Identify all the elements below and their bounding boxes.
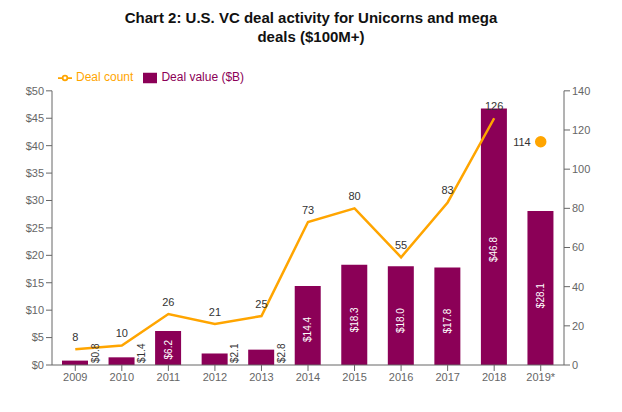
html-text:Deal count: Deal count bbox=[76, 70, 134, 84]
svg-text:2015: 2015 bbox=[342, 371, 366, 383]
svg-text:$30: $30 bbox=[26, 194, 44, 206]
svg-text:$10: $10 bbox=[26, 304, 44, 316]
svg-text:21: 21 bbox=[209, 306, 221, 318]
svg-text:0: 0 bbox=[572, 359, 578, 371]
svg-text:126: 126 bbox=[485, 100, 503, 112]
svg-text:8: 8 bbox=[72, 331, 78, 343]
svg-text:80: 80 bbox=[348, 190, 360, 202]
svg-text:2018: 2018 bbox=[482, 371, 506, 383]
svg-text:$46.8: $46.8 bbox=[488, 237, 499, 262]
svg-text:$40: $40 bbox=[26, 140, 44, 152]
svg-text:120: 120 bbox=[572, 124, 590, 136]
svg-text:$17.8: $17.8 bbox=[442, 308, 453, 333]
svg-text:$25: $25 bbox=[26, 222, 44, 234]
html-text:Chart 2: U.S. VC deal activity: Chart 2: U.S. VC deal activity for Unico… bbox=[124, 9, 498, 26]
svg-text:$0: $0 bbox=[32, 359, 44, 371]
svg-text:100: 100 bbox=[572, 163, 590, 175]
svg-text:73: 73 bbox=[302, 204, 314, 216]
svg-text:114: 114 bbox=[513, 136, 531, 148]
svg-text:2016: 2016 bbox=[389, 371, 413, 383]
svg-text:2017: 2017 bbox=[435, 371, 459, 383]
svg-text:$28.1: $28.1 bbox=[535, 283, 546, 308]
svg-text:$50: $50 bbox=[26, 85, 44, 97]
svg-text:$18.3: $18.3 bbox=[349, 307, 360, 332]
svg-text:$2.8: $2.8 bbox=[276, 343, 287, 363]
svg-text:26: 26 bbox=[162, 296, 174, 308]
svg-text:83: 83 bbox=[442, 184, 454, 196]
svg-text:2011: 2011 bbox=[157, 371, 181, 383]
svg-text:$20: $20 bbox=[26, 249, 44, 261]
svg-text:2013: 2013 bbox=[249, 371, 273, 383]
svg-text:$35: $35 bbox=[26, 167, 44, 179]
svg-text:$2.1: $2.1 bbox=[229, 343, 240, 363]
svg-text:40: 40 bbox=[572, 281, 584, 293]
svg-text:25: 25 bbox=[255, 298, 267, 310]
svg-text:60: 60 bbox=[572, 241, 584, 253]
svg-text:$45: $45 bbox=[26, 112, 44, 124]
svg-text:$15: $15 bbox=[26, 277, 44, 289]
html-text:Deal value ($B): Deal value ($B) bbox=[161, 70, 245, 84]
svg-text:$18.0: $18.0 bbox=[395, 308, 406, 333]
svg-text:$14.4: $14.4 bbox=[302, 317, 313, 342]
html-text:deals ($100M+): deals ($100M+) bbox=[257, 28, 365, 45]
svg-text:2012: 2012 bbox=[203, 371, 227, 383]
svg-text:20: 20 bbox=[572, 320, 584, 332]
svg-text:2019*: 2019* bbox=[526, 371, 555, 383]
svg-text:$1.4: $1.4 bbox=[136, 343, 147, 363]
svg-text:$5: $5 bbox=[32, 331, 44, 343]
svg-text:10: 10 bbox=[116, 327, 128, 339]
svg-text:55: 55 bbox=[395, 239, 407, 251]
svg-text:$6.2: $6.2 bbox=[163, 340, 174, 360]
svg-text:80: 80 bbox=[572, 202, 584, 214]
svg-text:140: 140 bbox=[572, 85, 590, 97]
svg-text:2010: 2010 bbox=[110, 371, 134, 383]
svg-text:2009: 2009 bbox=[63, 371, 87, 383]
svg-text:2014: 2014 bbox=[296, 371, 320, 383]
svg-text:$0.8: $0.8 bbox=[90, 343, 101, 363]
